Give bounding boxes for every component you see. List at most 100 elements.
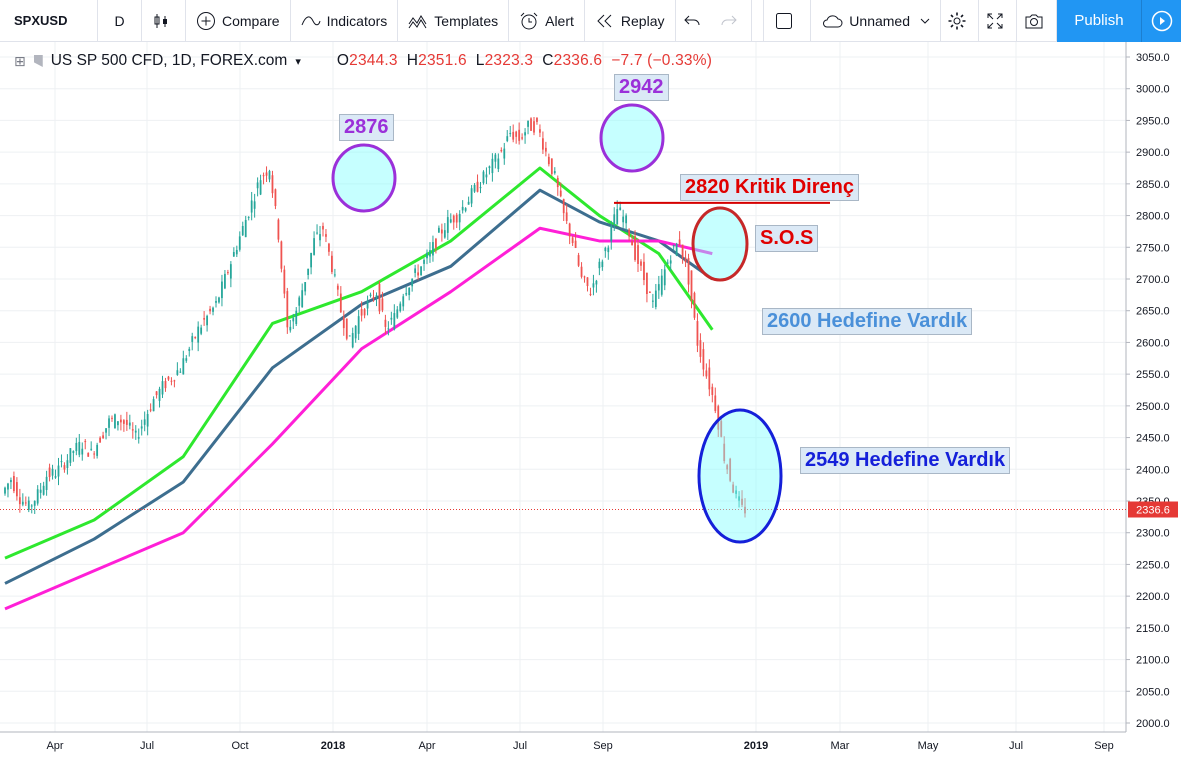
redo-button[interactable] [714, 0, 752, 42]
price-tick-label: 2200.0 [1136, 591, 1170, 603]
candle-body [423, 259, 425, 264]
candle-body [690, 270, 693, 301]
candle-body [286, 291, 289, 328]
time-tick-label: Oct [231, 740, 248, 752]
candle-body [114, 414, 116, 429]
low-label: L [475, 52, 485, 69]
price-tick-label: 2250.0 [1136, 559, 1170, 571]
select-rectangle-button[interactable] [763, 0, 812, 42]
legend-marker-icon [33, 55, 43, 67]
candle-body [524, 132, 526, 136]
fullscreen-button[interactable] [979, 0, 1017, 42]
sos-circle[interactable] [691, 206, 749, 282]
last-price-label: 2336.6 [1136, 504, 1170, 516]
candle-body [262, 175, 265, 177]
price-tick-label: 2900.0 [1136, 147, 1170, 159]
indicators-button[interactable]: Indicators [291, 0, 399, 42]
candle-body [372, 297, 375, 299]
settings-button[interactable] [941, 0, 979, 42]
candle-body [345, 318, 348, 339]
candle-body [544, 147, 547, 152]
candle-body [530, 118, 532, 131]
candle-body [72, 451, 75, 453]
alert-button[interactable]: Alert [509, 0, 585, 42]
candle-body [161, 381, 164, 395]
chart-area[interactable]: ⊞ US SP 500 CFD, 1D, FOREX.com ▾ O2344.3… [0, 42, 1181, 758]
chart-type-button[interactable] [142, 0, 186, 42]
candle-body [271, 175, 274, 194]
candle-body [250, 200, 253, 213]
candle-body [672, 245, 675, 247]
candle-body [176, 370, 179, 375]
candle-body [375, 295, 378, 298]
candle-body [711, 386, 714, 395]
candle-body [289, 326, 292, 331]
candle-body [714, 395, 717, 411]
candle-body [613, 214, 616, 225]
price-axis[interactable]: 3050.0 3000.0 2950.0 2900.0 2850.0 2800.0 2750… [1125, 42, 1181, 732]
candle-body [678, 239, 681, 245]
price-tick-label: 2700.0 [1136, 274, 1170, 286]
candle-body [518, 129, 521, 141]
target2-circle[interactable] [697, 408, 783, 544]
candle-body [45, 476, 48, 491]
peak2-circle[interactable] [599, 103, 665, 173]
candle-body [598, 261, 601, 269]
candle-body [108, 418, 110, 428]
annotation-sos[interactable]: S.O.S [755, 225, 819, 252]
annotation-resistance[interactable]: 2820 Kritik Direnç [680, 174, 859, 201]
candle-body [96, 444, 99, 456]
candle-body [229, 264, 232, 279]
candle-body [702, 349, 705, 370]
candle-body [60, 461, 63, 463]
candle-body [577, 255, 580, 266]
compare-button[interactable]: Compare [186, 0, 291, 42]
replay-button[interactable]: Replay [585, 0, 676, 42]
snapshot-button[interactable] [1017, 0, 1057, 42]
interval-selector[interactable]: D [98, 0, 142, 42]
price-chart[interactable]: 3050.0 3000.0 2950.0 2900.0 2850.0 2800.0 2750… [0, 42, 1181, 758]
top-toolbar: SPXUSD D Compare Indicators Templates Al… [0, 0, 1181, 42]
peak1-circle[interactable] [331, 143, 397, 213]
candle-body [313, 238, 315, 255]
annotation-peak1[interactable]: 2876 [339, 114, 394, 141]
annotation-target1[interactable]: 2600 Hedefine Vardık [762, 308, 973, 335]
symbol-search[interactable]: SPXUSD [0, 0, 98, 42]
candle-body [238, 236, 241, 250]
legend-expand-icon[interactable]: ⊞ [14, 52, 26, 69]
publish-button[interactable]: Publish [1057, 0, 1141, 42]
price-tick-label: 2650.0 [1136, 306, 1170, 318]
annotation-target2[interactable]: 2549 Hedefine Vardık [800, 447, 1011, 474]
candle-body [390, 317, 393, 320]
candle-body [191, 336, 194, 342]
candle-body [547, 156, 550, 165]
compare-label: Compare [222, 12, 280, 29]
candle-body [654, 290, 657, 308]
candle-body [128, 422, 131, 426]
candle-body [42, 485, 45, 495]
legend-title[interactable]: US SP 500 CFD, 1D, FOREX.com [50, 52, 288, 69]
candle-body [30, 505, 33, 507]
candle-body [54, 476, 57, 478]
publish-menu-button[interactable] [1141, 0, 1181, 42]
time-axis[interactable]: Apr Jul Oct 2018 Apr Jul Sep 2019 Mar May Jul Sep [0, 731, 1126, 752]
price-tick-label: 3050.0 [1136, 52, 1170, 64]
candle-body [93, 453, 96, 455]
undo-button[interactable] [676, 0, 714, 42]
candle-body [681, 244, 684, 258]
candle-body [18, 497, 21, 505]
rewind-icon [597, 14, 612, 27]
candle-body [244, 219, 247, 238]
candle-body [369, 294, 372, 297]
candle-body [354, 325, 357, 339]
candle-body [449, 219, 452, 223]
layout-menu[interactable]: Unnamed [811, 0, 941, 42]
legend-dropdown-icon[interactable]: ▾ [295, 55, 301, 68]
candle-body [170, 380, 173, 382]
candle-body [657, 284, 660, 291]
candle-body [610, 225, 613, 242]
templates-button[interactable]: Templates [398, 0, 510, 42]
chevron-down-icon [920, 18, 930, 24]
candle-body [336, 285, 339, 290]
annotation-peak2[interactable]: 2942 [614, 74, 669, 101]
